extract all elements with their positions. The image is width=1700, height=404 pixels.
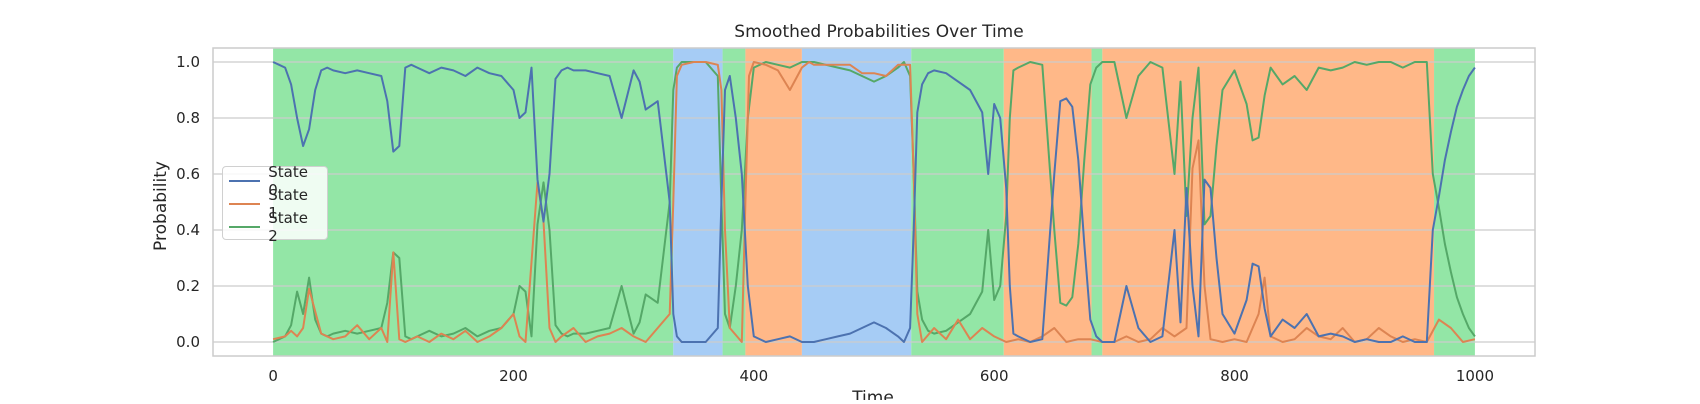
shade-segment-3 <box>745 48 802 356</box>
y-axis-label: Probability <box>151 161 171 251</box>
y-tick-label-3: 0.6 <box>176 165 200 183</box>
y-tick-label-1: 0.2 <box>176 277 200 295</box>
series-line-state-0 <box>272 61 1476 343</box>
series-lines <box>272 61 1476 343</box>
x-tick-label-4: 800 <box>1220 367 1249 385</box>
legend-swatch-state-0 <box>229 179 261 182</box>
x-tick-label-5: 1000 <box>1456 367 1494 385</box>
x-axis-label: Time <box>851 388 894 400</box>
x-tick-label-0: 0 <box>268 367 278 385</box>
y-tick-labels: 0.0 0.2 0.4 0.6 0.8 1.0 <box>176 53 200 351</box>
shade-segment-4 <box>801 48 912 356</box>
x-tick-label-3: 600 <box>980 367 1009 385</box>
x-tick-labels: 0 200 400 600 800 1000 <box>268 367 1494 385</box>
grid <box>213 61 1535 343</box>
shade-segment-7 <box>1091 48 1103 356</box>
regime-shading <box>273 48 1475 356</box>
legend: State 0 State 1 State 2 <box>222 163 328 245</box>
shade-segment-6 <box>1003 48 1092 356</box>
legend-swatch-state-2 <box>229 225 261 228</box>
chart-title: Smoothed Probabilities Over Time <box>734 22 1023 42</box>
shade-segment-5 <box>911 48 1004 356</box>
legend-label-state-0: State 0 <box>268 162 308 199</box>
legend-swatch-state-1 <box>229 202 261 205</box>
legend-item-state-1: State 1 <box>229 186 321 222</box>
shade-segment-0 <box>273 48 674 356</box>
y-tick-label-4: 0.8 <box>176 109 200 127</box>
legend-item-state-0: State 0 <box>229 163 321 199</box>
shade-segment-1 <box>673 48 723 356</box>
y-tick-label-0: 0.0 <box>176 333 200 351</box>
legend-item-state-2: State 2 <box>229 209 321 245</box>
plot-frame <box>212 47 1536 357</box>
series-line-state-1 <box>272 61 1476 343</box>
y-tick-label-5: 1.0 <box>176 53 200 71</box>
shade-segment-9 <box>1434 48 1475 356</box>
x-tick-label-2: 400 <box>739 367 768 385</box>
legend-label-state-2: State 2 <box>268 208 308 245</box>
legend-label-state-1: State 1 <box>268 185 308 222</box>
x-tick-label-1: 200 <box>499 367 528 385</box>
series-line-state-2 <box>272 61 1476 343</box>
y-tick-label-2: 0.4 <box>176 221 200 239</box>
